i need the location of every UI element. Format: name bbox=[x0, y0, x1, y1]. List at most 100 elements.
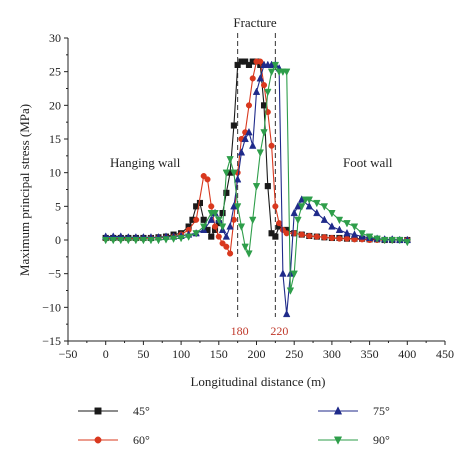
data-point bbox=[320, 203, 329, 211]
data-point bbox=[200, 172, 207, 180]
data-point bbox=[335, 216, 344, 225]
x-axis-title: Longitudinal distance (m) bbox=[190, 374, 325, 389]
data-point bbox=[200, 216, 207, 223]
data-point bbox=[154, 236, 163, 245]
data-point bbox=[219, 240, 226, 247]
x-tick-label: −50 bbox=[59, 347, 78, 361]
data-point bbox=[358, 230, 366, 238]
x-tick-label: 50 bbox=[137, 347, 149, 361]
data-point bbox=[256, 149, 264, 157]
data-point bbox=[256, 74, 264, 82]
data-point bbox=[101, 236, 110, 245]
data-point bbox=[230, 122, 237, 129]
data-point bbox=[313, 233, 320, 240]
data-point bbox=[132, 236, 140, 245]
data-point bbox=[306, 232, 313, 240]
data-point bbox=[249, 75, 256, 82]
data-point bbox=[215, 233, 222, 240]
data-point bbox=[211, 210, 219, 218]
x-tick-label: 150 bbox=[210, 347, 228, 361]
data-point bbox=[184, 233, 193, 241]
data-point bbox=[193, 216, 200, 223]
data-point bbox=[94, 436, 102, 444]
data-point bbox=[336, 235, 343, 242]
data-point bbox=[294, 216, 302, 225]
data-point bbox=[257, 58, 264, 65]
boundary-label: 220 bbox=[270, 324, 288, 338]
data-point bbox=[264, 183, 271, 190]
data-point bbox=[298, 203, 306, 211]
data-point bbox=[279, 226, 286, 233]
data-point bbox=[268, 230, 275, 237]
x-tick-label: 300 bbox=[323, 347, 341, 361]
hanging-wall-annotation: Hanging wall bbox=[110, 155, 181, 170]
data-point bbox=[241, 134, 249, 143]
data-point bbox=[124, 236, 133, 245]
y-tick-label: 5 bbox=[55, 199, 61, 213]
y-tick-label: −5 bbox=[48, 267, 61, 281]
legend-label: 75° bbox=[373, 404, 390, 418]
data-point bbox=[245, 61, 253, 68]
data-point bbox=[241, 243, 249, 252]
data-point bbox=[249, 216, 257, 225]
data-point bbox=[335, 225, 344, 233]
data-point bbox=[343, 220, 351, 228]
data-point bbox=[313, 208, 321, 217]
data-point bbox=[117, 236, 125, 245]
data-point bbox=[267, 68, 276, 77]
y-tick-label: 0 bbox=[55, 233, 61, 247]
data-point bbox=[139, 236, 148, 245]
data-point bbox=[219, 210, 226, 217]
data-point bbox=[283, 230, 290, 237]
data-point bbox=[226, 156, 234, 164]
legend-item: 45° bbox=[78, 404, 150, 418]
x-tick-label: 450 bbox=[436, 347, 454, 361]
data-point bbox=[328, 234, 335, 242]
data-point bbox=[233, 175, 242, 183]
data-point bbox=[94, 407, 102, 415]
data-point bbox=[290, 208, 298, 217]
data-point bbox=[333, 406, 343, 415]
data-point bbox=[321, 234, 328, 241]
data-point bbox=[169, 235, 178, 244]
data-point bbox=[271, 61, 280, 70]
series-90° bbox=[101, 61, 412, 295]
data-point bbox=[207, 215, 215, 223]
data-point bbox=[222, 232, 231, 240]
data-point bbox=[298, 231, 305, 238]
data-point bbox=[237, 148, 246, 156]
data-point bbox=[320, 215, 329, 223]
series-layer bbox=[101, 58, 412, 318]
y-tick-label: −15 bbox=[42, 334, 61, 348]
y-tick-label: 20 bbox=[49, 98, 61, 112]
legend-label: 90° bbox=[373, 433, 390, 447]
data-point bbox=[204, 176, 211, 183]
data-point bbox=[245, 250, 253, 258]
data-point bbox=[343, 235, 351, 242]
data-point bbox=[343, 228, 351, 237]
x-tick-label: 100 bbox=[172, 347, 190, 361]
data-point bbox=[328, 222, 336, 230]
legend-item: 60° bbox=[78, 433, 150, 447]
data-point bbox=[177, 234, 185, 243]
x-tick-label: 400 bbox=[398, 347, 416, 361]
data-point bbox=[147, 236, 155, 245]
legend-label: 45° bbox=[133, 404, 150, 418]
data-point bbox=[245, 102, 253, 109]
x-tick-label: 350 bbox=[361, 347, 379, 361]
data-point bbox=[260, 82, 268, 89]
data-point bbox=[286, 287, 295, 295]
legend: 45° 60° 75° 90° bbox=[78, 404, 390, 447]
data-point bbox=[215, 216, 223, 225]
data-point bbox=[282, 68, 291, 77]
data-point bbox=[333, 436, 343, 445]
data-point bbox=[403, 238, 412, 247]
x-axis: −50 0 50 100 150 200 250 300 350 400 450 bbox=[59, 341, 454, 361]
y-tick-label: 30 bbox=[49, 31, 61, 45]
x-tick-label: 0 bbox=[103, 347, 109, 361]
data-point bbox=[200, 223, 208, 231]
y-tick-label: 25 bbox=[49, 65, 61, 79]
data-point bbox=[290, 270, 298, 279]
data-point bbox=[268, 142, 275, 149]
